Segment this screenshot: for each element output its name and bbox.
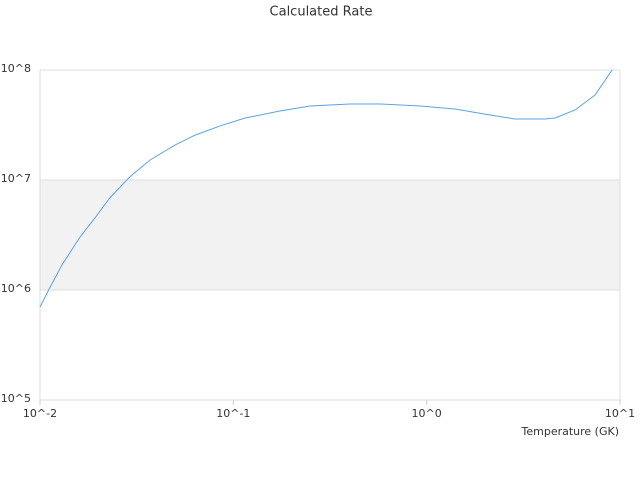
x-tick-label: 10^-2 xyxy=(23,407,57,420)
chart-title: Calculated Rate xyxy=(270,5,373,20)
x-tick-label: 10^-1 xyxy=(216,407,250,420)
y-tick-label: 10^7 xyxy=(1,172,31,185)
plot-band xyxy=(40,180,620,290)
x-axis-label: Temperature (GK) xyxy=(521,425,620,438)
y-tick-label: 10^5 xyxy=(1,392,31,405)
x-tick-label: 10^1 xyxy=(605,407,635,420)
y-tick-label: 10^8 xyxy=(1,62,31,75)
y-tick-label: 10^6 xyxy=(1,282,31,295)
data-line xyxy=(39,69,613,308)
x-tick-label: 10^0 xyxy=(412,407,442,420)
